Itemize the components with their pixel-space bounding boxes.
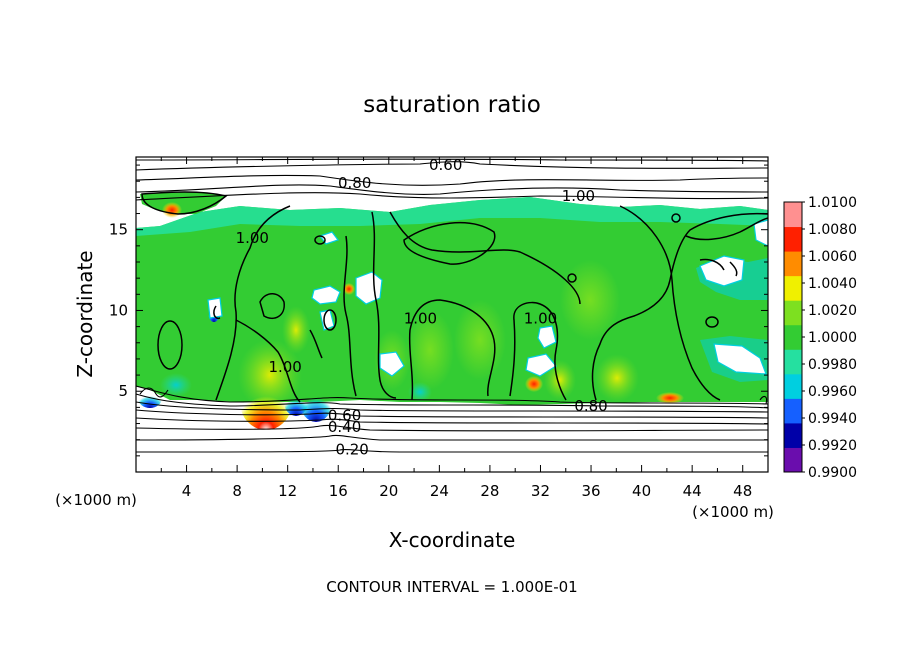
x-tick-label: 44	[683, 482, 702, 500]
colorbar-swatch	[784, 251, 802, 277]
contour-label: 1.00	[268, 358, 301, 376]
x-tick-label: 20	[379, 482, 398, 500]
colorbar-label: 0.9900	[808, 465, 857, 481]
contour-label: 0.80	[574, 397, 607, 415]
colorbar-label: 1.0020	[808, 303, 857, 319]
hotspot-orange-topleft	[162, 202, 182, 218]
chart-title: saturation ratio	[363, 92, 541, 118]
hotspot-yellow-24	[406, 310, 454, 390]
x-tick-label: 32	[531, 482, 550, 500]
colorbar-swatch	[784, 324, 802, 350]
hole-46	[713, 343, 767, 375]
plot-area: 0.600.801.001.001.00 1.001.000.800.600.40…	[136, 156, 768, 458]
x-units-label: (×1000 m)	[692, 503, 774, 521]
y-units-label: (×1000 m)	[55, 491, 137, 509]
colorbar-label: 1.0040	[808, 276, 857, 292]
field-green	[136, 197, 768, 405]
contour-label: 1.00	[524, 310, 557, 328]
colorbar-swatch	[784, 275, 802, 301]
hotspot-cyan-22	[408, 382, 432, 402]
colorbar-swatch	[784, 300, 802, 326]
hole-31	[537, 325, 557, 349]
field-teal-top	[136, 197, 768, 236]
hotspot-yellow-12	[282, 306, 310, 354]
contour-label: 0.80	[338, 174, 371, 192]
colorbar-label: 0.9980	[808, 357, 857, 373]
colorbar-label: 1.0060	[808, 249, 857, 265]
contour-interval-note: CONTOUR INTERVAL = 1.000E-01	[326, 578, 577, 596]
hotspot-yellow-38	[595, 354, 639, 402]
colorbar-swatch	[784, 373, 802, 399]
hole-16	[311, 285, 341, 305]
hole-31b	[525, 353, 557, 377]
hotspot-lime-28	[454, 300, 506, 380]
plot-frame	[135, 156, 769, 473]
hotspot-blue-12	[284, 388, 308, 416]
x-tick-label: 36	[581, 482, 600, 500]
colorbar-label: 1.0000	[808, 330, 857, 346]
x-tick-label: 8	[232, 482, 242, 500]
x-tick-label: 4	[182, 482, 192, 500]
x-axis: 4 8 12 16 20 24 28 32 36 40 44 48	[160, 157, 752, 500]
contour-labels: 0.600.801.001.001.00 1.001.000.800.600.40…	[236, 156, 608, 458]
lower-contours	[136, 385, 768, 453]
colorbar-label: 0.9920	[808, 438, 857, 454]
hotspot-red-42	[656, 392, 684, 404]
colorbar-swatch	[784, 422, 802, 448]
colorbar-label: 0.9960	[808, 384, 857, 400]
contour-label: 1.00	[562, 187, 595, 205]
hotspot-orange-31	[525, 376, 543, 392]
upper-contours	[136, 158, 768, 201]
colorbar-swatch	[784, 202, 802, 228]
colorbar: 0.9900 0.9920 0.9940 0.9960 0.9980 1.0000 1.00…	[783, 195, 857, 481]
colorbar-label: 1.0080	[808, 222, 857, 238]
contour-label: 0.60	[328, 406, 361, 424]
hole-45	[699, 255, 745, 287]
y-axis: 5 10 15	[109, 164, 768, 457]
y-tick-label: 5	[118, 382, 128, 400]
colorbar-label: 1.0100	[808, 195, 857, 211]
hotspot-cyan-3	[160, 373, 192, 397]
hole-50	[753, 219, 768, 247]
x-tick-label: 40	[632, 482, 651, 500]
hole-19	[379, 351, 405, 377]
hotspot-yellow-main	[238, 339, 302, 411]
y-axis-title: Z-coordinate	[73, 250, 97, 377]
colorbar-swatch	[784, 226, 802, 252]
contour-label: 1.00	[404, 310, 437, 328]
contour-label: 1.00	[236, 229, 269, 247]
colorbar-swatch	[784, 349, 802, 375]
hotspot-orange-mid	[343, 283, 355, 295]
contour-label: 0.60	[429, 156, 462, 174]
hotspot-blue-14	[300, 382, 332, 422]
hotspot-yellow-33	[544, 360, 576, 400]
y-tick-label: 10	[109, 301, 128, 319]
x-tick-label: 28	[480, 482, 499, 500]
colorbar-label: 0.9940	[808, 411, 857, 427]
x-tick-label: 16	[329, 482, 348, 500]
white-holes	[207, 219, 768, 377]
colorbar-swatch	[784, 447, 802, 473]
x-axis-title: X-coordinate	[389, 528, 516, 552]
hole-18	[355, 271, 383, 305]
x-tick-label: 24	[430, 482, 449, 500]
colorbar-swatch	[784, 398, 802, 424]
contour-label: 0.20	[335, 440, 368, 458]
unity-contours	[141, 191, 768, 403]
contour-label: 0.40	[328, 418, 361, 436]
x-tick-label: 48	[733, 482, 752, 500]
x-tick-label: 12	[278, 482, 297, 500]
y-tick-label: 15	[109, 221, 128, 239]
